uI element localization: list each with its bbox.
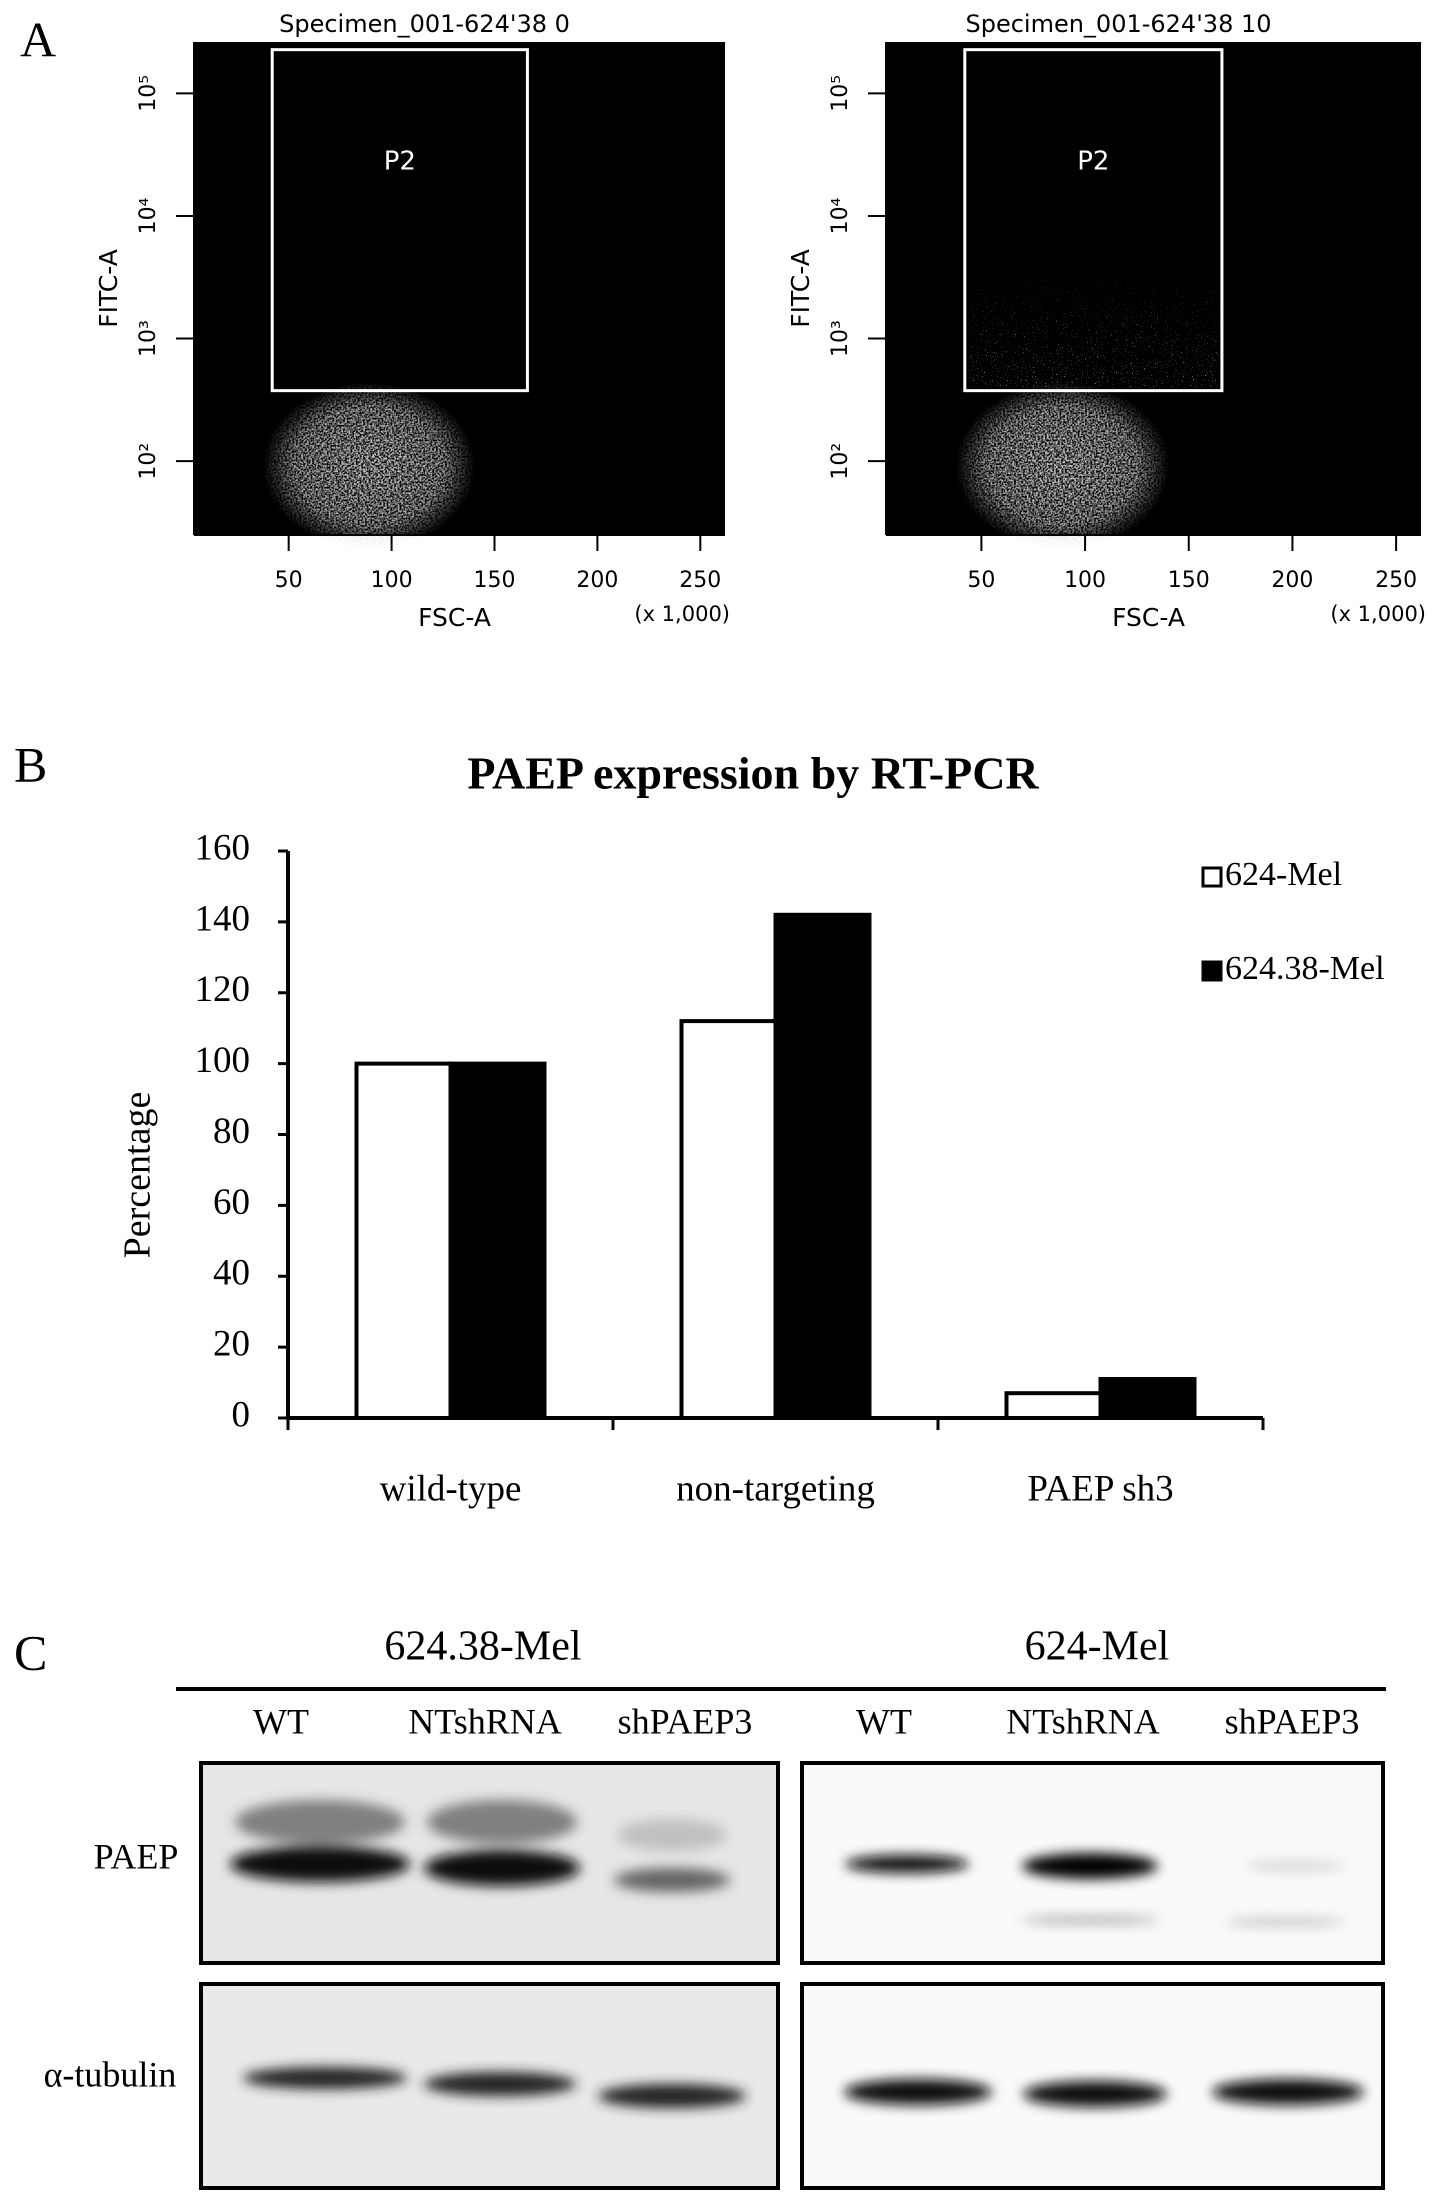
- x-tick-label: 100: [1064, 568, 1106, 593]
- plot-title: Specimen_001-624'38 10: [965, 10, 1271, 38]
- x-tick-label: 250: [1375, 568, 1417, 593]
- row-label: PAEP: [94, 1836, 179, 1876]
- lane-label: NTshRNA: [408, 1701, 562, 1741]
- lane-label: WT: [856, 1701, 912, 1741]
- blot-bands: [230, 1800, 1364, 2108]
- y-axis-label: FITC-A: [786, 249, 815, 328]
- y-tick-label: 10⁵: [828, 75, 853, 112]
- y-tick-label: 120: [195, 969, 251, 1010]
- lane-label: shPAEP3: [1225, 1701, 1360, 1741]
- y-tick-label: 60: [213, 1182, 250, 1223]
- y-axis-label: Percentage: [117, 1092, 159, 1259]
- panel-label: A: [20, 11, 56, 67]
- y-tick-label: 10⁴: [828, 197, 853, 234]
- bar: [1004, 1391, 1103, 1420]
- bar: [354, 1061, 453, 1420]
- gate: [270, 48, 529, 393]
- western-blot: 624.38-Mel 624-Mel WT NTshRNA shPAEP3 WT…: [44, 1624, 1386, 2190]
- x-axis-label: FSC-A: [418, 603, 491, 632]
- flow-plot: P2 Specimen_001-624'38 0 50 100 150 200 250 10²…: [94, 10, 730, 632]
- bar: [679, 1019, 778, 1420]
- x-tick-label: 50: [275, 568, 303, 593]
- y-tick-label: 10²: [828, 443, 853, 480]
- y-tick-label: 10³: [136, 320, 161, 357]
- y-tick-label: 40: [213, 1253, 250, 1294]
- event-density: [955, 382, 1170, 550]
- legend-label: 624.38-Mel: [1225, 950, 1385, 987]
- x-tick-label: 250: [679, 568, 721, 593]
- gate-label: P2: [384, 147, 416, 177]
- y-tick-label: 10⁵: [136, 75, 161, 112]
- gate-label: P2: [1077, 147, 1109, 177]
- y-tick-label: 0: [232, 1394, 251, 1435]
- y-tick-label: 10⁴: [136, 197, 161, 234]
- group-label: 624-Mel: [1025, 1624, 1170, 1670]
- x-tick-label: PAEP sh3: [1027, 1468, 1173, 1509]
- y-axis-label: FITC-A: [94, 249, 123, 328]
- y-tick-label: 10²: [136, 443, 161, 480]
- y-tick-label: 20: [213, 1324, 250, 1365]
- x-tick-label: non-targeting: [676, 1468, 875, 1509]
- y-tick-label: 80: [213, 1111, 250, 1152]
- chart-title: PAEP expression by RT-PCR: [467, 748, 1039, 799]
- y-tick-label: 160: [195, 827, 251, 868]
- panel-label: C: [14, 1624, 47, 1680]
- lane-label: NTshRNA: [1006, 1701, 1160, 1741]
- x-axis-label: FSC-A: [1112, 603, 1185, 632]
- flow-plot: P2 Specimen_001-624'38 10 50 100 150 200 250 10…: [786, 10, 1426, 632]
- bar: [1098, 1377, 1197, 1421]
- plot-title: Specimen_001-624'38 0: [279, 10, 570, 38]
- x-axis-unit: (x 1,000): [1330, 602, 1426, 626]
- group-label: 624.38-Mel: [384, 1624, 581, 1670]
- row-label: α-tubulin: [44, 2054, 177, 2094]
- x-tick-label: 200: [576, 568, 618, 593]
- bar: [773, 912, 872, 1420]
- x-tick-label: 100: [371, 568, 413, 593]
- x-axis-unit: (x 1,000): [634, 602, 730, 626]
- x-tick-label: 200: [1271, 568, 1313, 593]
- gate: [963, 48, 1224, 393]
- event-density: [263, 382, 476, 550]
- x-tick-label: wild-type: [380, 1468, 522, 1509]
- lane-label: shPAEP3: [618, 1701, 753, 1741]
- y-tick-label: 100: [195, 1040, 251, 1081]
- panel-label: B: [14, 736, 47, 792]
- x-tick-label: 50: [967, 568, 995, 593]
- gated-events: [968, 261, 1218, 388]
- bar: [448, 1061, 547, 1420]
- bar-chart: PAEP expression by RT-PCR 0 20 40 60 80 100 120…: [117, 748, 1385, 1510]
- legend-swatch: [1201, 866, 1223, 888]
- y-tick-label: 140: [195, 898, 251, 939]
- lane-label: WT: [253, 1701, 309, 1741]
- x-tick-label: 150: [1168, 568, 1210, 593]
- legend-label: 624-Mel: [1225, 856, 1342, 893]
- x-tick-label: 150: [473, 568, 515, 593]
- legend-swatch: [1201, 960, 1223, 982]
- y-tick-label: 10³: [828, 320, 853, 357]
